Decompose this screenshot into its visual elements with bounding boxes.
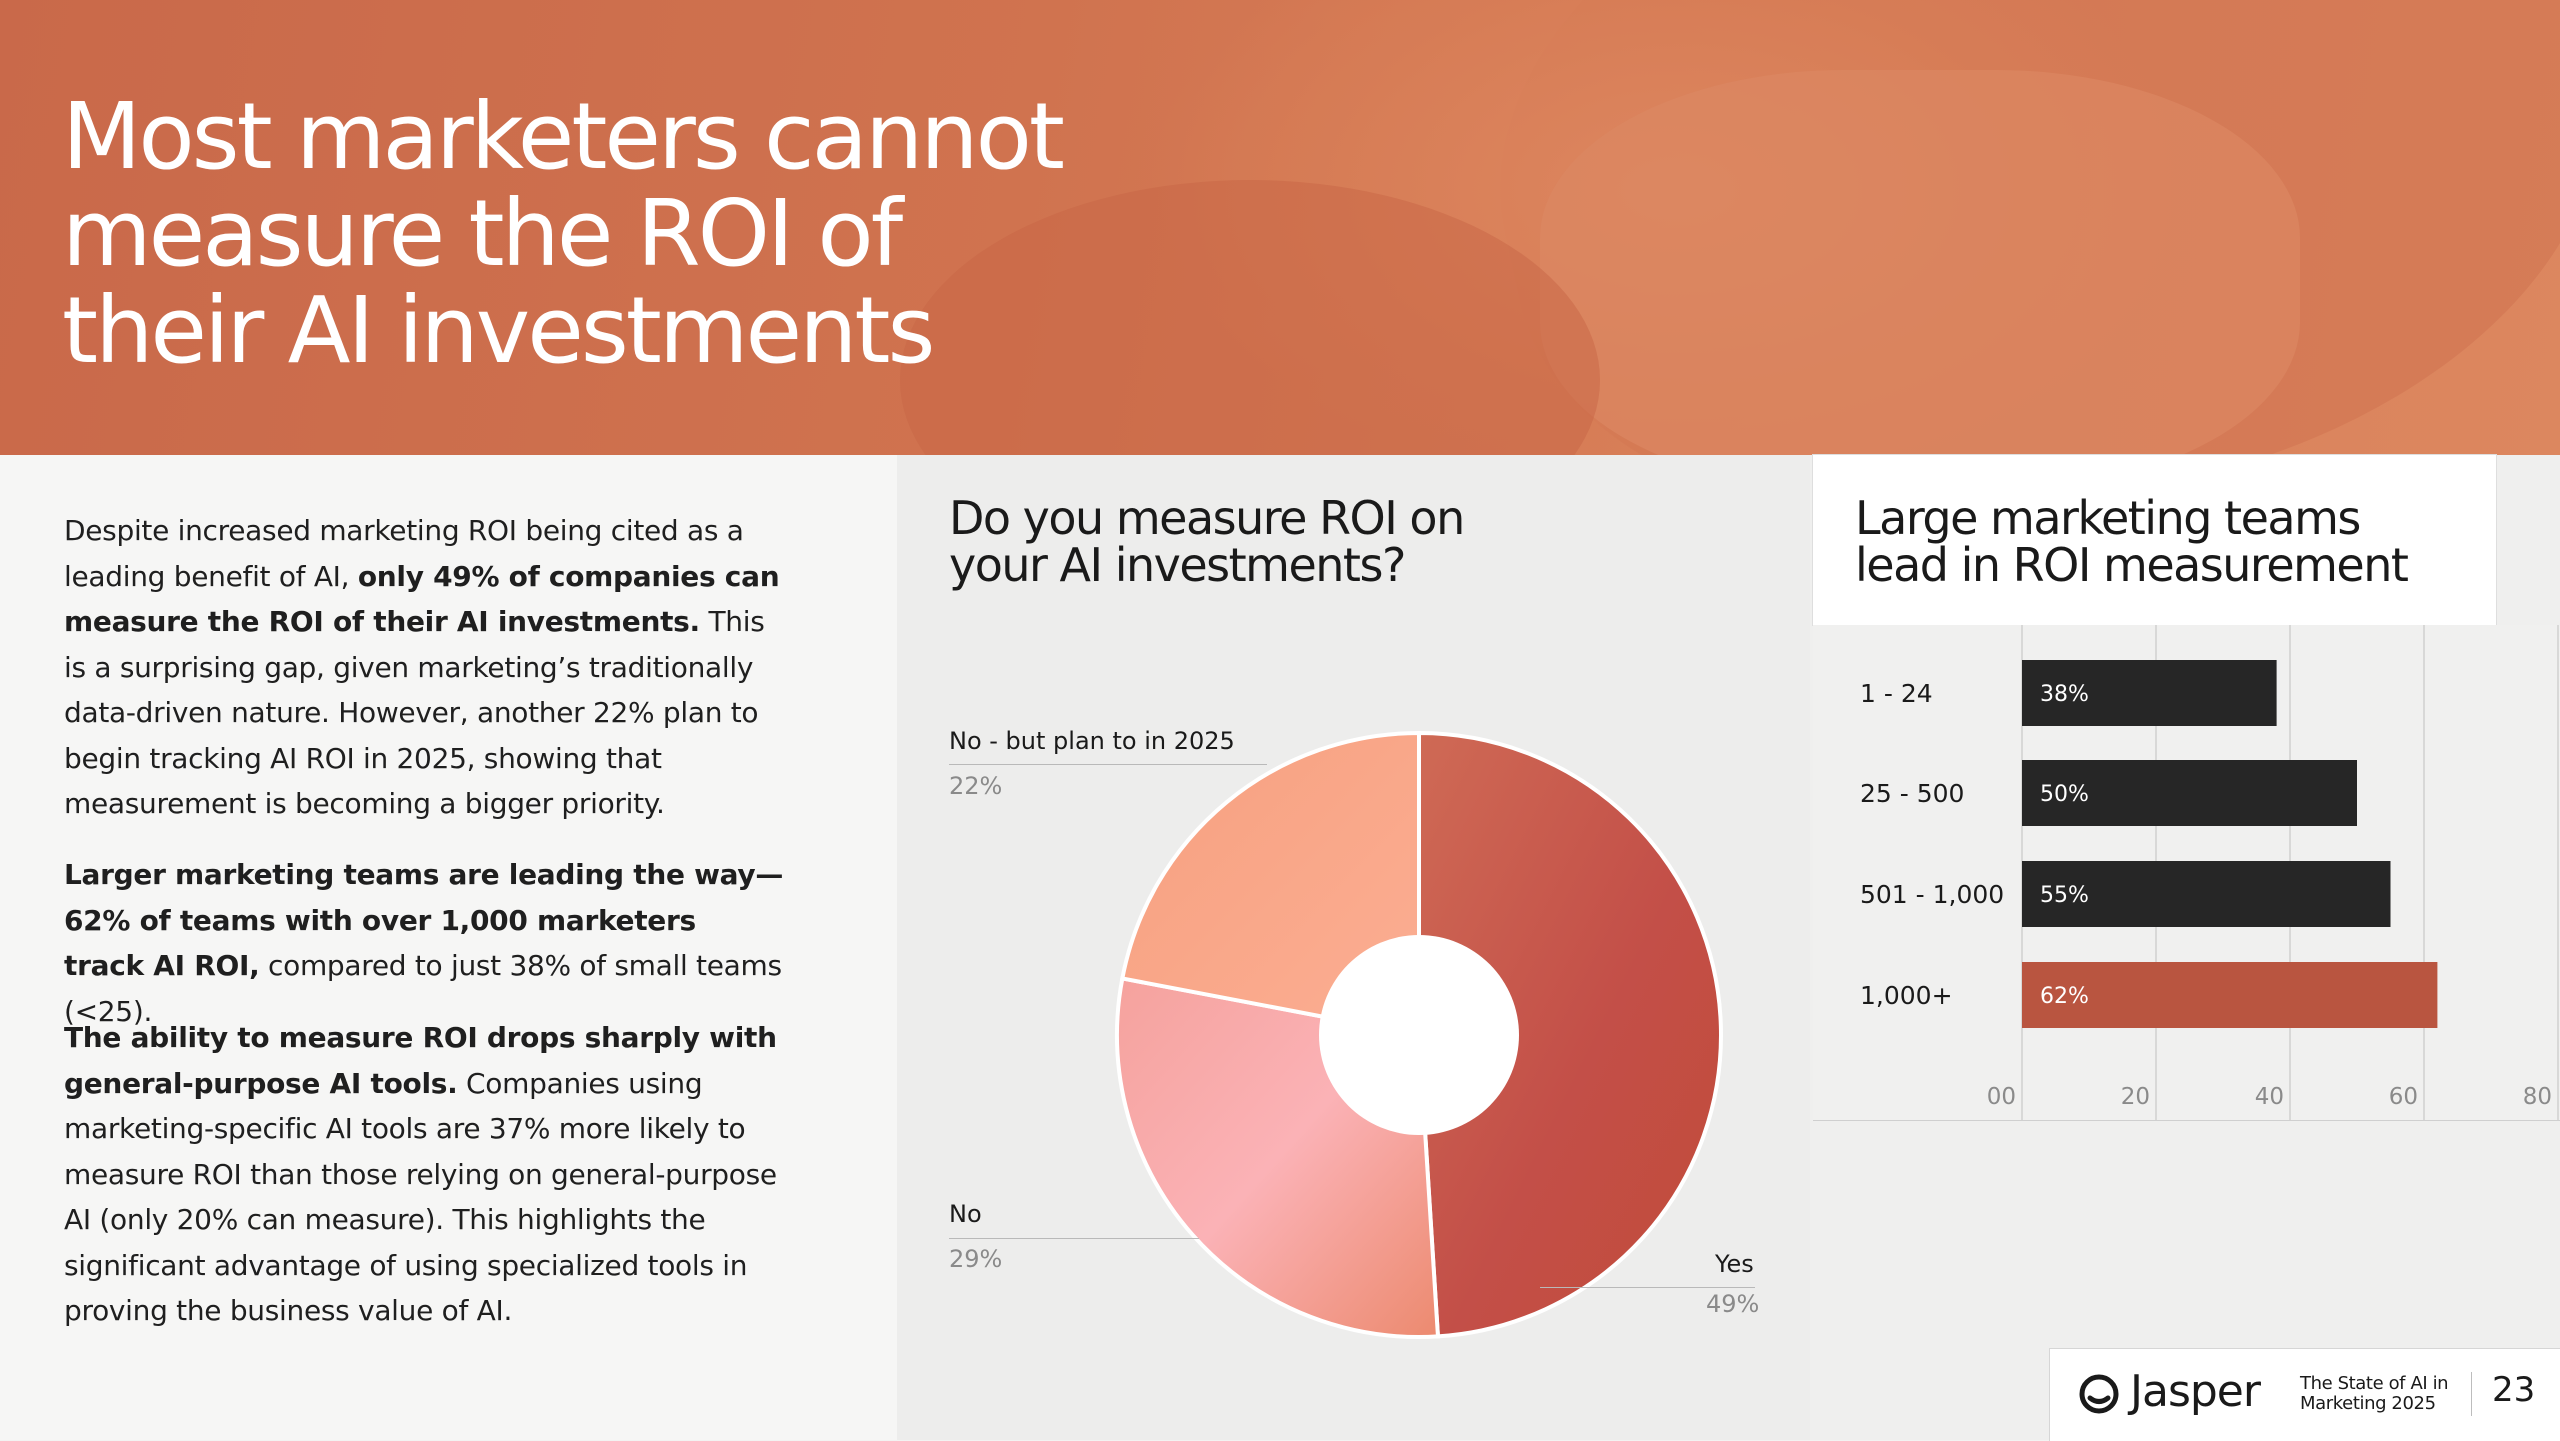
report-title-line: Marketing 2025 xyxy=(2300,1393,2436,1414)
pie-value-no: 29% xyxy=(949,1245,1003,1273)
pie-chart-panel xyxy=(897,455,1810,1440)
page-title-line: their AI investments xyxy=(62,277,935,384)
leader-line xyxy=(949,1238,1199,1239)
pie-chart-title: Do you measure ROI on your AI investment… xyxy=(949,495,1465,592)
page-title-line: measure the ROI of xyxy=(62,180,903,287)
hero-banner: Most marketers cannot measure the ROI of… xyxy=(0,0,2560,455)
text-panel xyxy=(0,455,897,1440)
pie-chart-title-line: Do you measure ROI on xyxy=(949,491,1465,545)
page-title-line: Most marketers cannot xyxy=(62,83,1065,190)
body-text: This is a surprising gap, given marketin… xyxy=(64,605,765,820)
pie-value-yes: 49% xyxy=(1706,1290,1760,1318)
hero-decor xyxy=(1540,70,2300,455)
brand-name: Jasper xyxy=(2130,1366,2261,1417)
pie-value-plan: 22% xyxy=(949,772,1003,800)
bar-chart-title-line: lead in ROI measurement xyxy=(1855,538,2409,592)
footer xyxy=(2049,1348,2560,1441)
paragraph-2: Larger marketing teams are leading the w… xyxy=(64,852,784,1034)
page-number: 23 xyxy=(2492,1370,2536,1410)
report-title-line: The State of AI in xyxy=(2300,1373,2449,1394)
bar-chart-title-box xyxy=(1813,455,2496,625)
body-text: Companies using marketing-specific AI to… xyxy=(64,1066,777,1328)
pie-label-no: No xyxy=(949,1200,982,1228)
page-title: Most marketers cannot measure the ROI of… xyxy=(62,88,1212,379)
emphasis-text: Larger marketing teams are leading the w… xyxy=(64,858,784,982)
body-text: Despite increased marketing ROI being ci… xyxy=(64,514,744,593)
pie-label-yes: Yes xyxy=(1715,1250,1754,1278)
pie-label-plan: No - but plan to in 2025 xyxy=(949,727,1235,755)
paragraph-1: Despite increased marketing ROI being ci… xyxy=(64,508,784,827)
bar-chart-title: Large marketing teams lead in ROI measur… xyxy=(1855,495,2409,592)
pie-chart-title-line: your AI investments? xyxy=(949,538,1406,592)
emphasis-text: The ability to measure ROI drops sharply… xyxy=(64,1021,777,1100)
footer-divider xyxy=(2471,1372,2472,1416)
report-title: The State of AI in Marketing 2025 xyxy=(2300,1374,2450,1414)
jasper-logo-icon xyxy=(2079,1374,2119,1414)
bar-chart-plot-area xyxy=(1813,625,2560,1121)
leader-line xyxy=(949,764,1267,765)
body-text: compared to just 38% of small teams (<25… xyxy=(64,949,782,1028)
emphasis-text: only 49% of companies can measure the RO… xyxy=(64,559,780,639)
paragraph-3: The ability to measure ROI drops sharply… xyxy=(64,1015,784,1334)
bar-chart-title-line: Large marketing teams xyxy=(1855,491,2361,545)
leader-line xyxy=(1540,1287,1755,1288)
